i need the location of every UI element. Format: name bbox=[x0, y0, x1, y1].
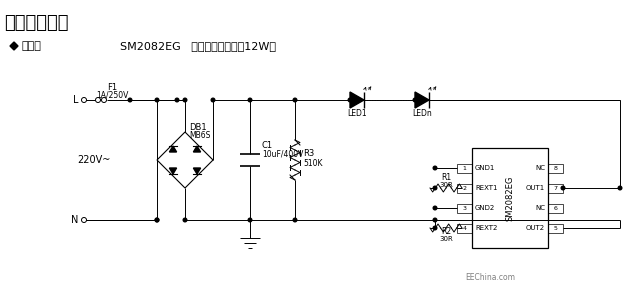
Circle shape bbox=[155, 218, 158, 222]
Polygon shape bbox=[169, 146, 177, 152]
Circle shape bbox=[248, 98, 252, 102]
Text: 7: 7 bbox=[553, 185, 557, 191]
Bar bbox=[457, 164, 472, 173]
Text: SM2082EG: SM2082EG bbox=[505, 175, 515, 221]
Circle shape bbox=[211, 98, 215, 102]
Text: OUT2: OUT2 bbox=[526, 225, 545, 231]
Bar bbox=[457, 184, 472, 193]
Text: REXT1: REXT1 bbox=[475, 185, 498, 191]
Circle shape bbox=[618, 186, 622, 190]
Circle shape bbox=[433, 206, 437, 210]
Text: 1A/250V: 1A/250V bbox=[96, 91, 128, 100]
Bar bbox=[548, 184, 563, 193]
Text: DB1: DB1 bbox=[189, 123, 207, 132]
Circle shape bbox=[433, 166, 437, 170]
Text: OUT1: OUT1 bbox=[526, 185, 545, 191]
Text: GND2: GND2 bbox=[475, 205, 495, 211]
Text: NC: NC bbox=[535, 165, 545, 171]
Circle shape bbox=[348, 98, 352, 102]
Text: LED1: LED1 bbox=[347, 109, 367, 118]
Text: R3: R3 bbox=[303, 150, 314, 159]
Circle shape bbox=[293, 218, 297, 222]
Text: NC: NC bbox=[535, 205, 545, 211]
Text: F1: F1 bbox=[107, 84, 117, 93]
Polygon shape bbox=[169, 168, 177, 174]
Polygon shape bbox=[350, 92, 364, 108]
Text: 5: 5 bbox=[553, 226, 557, 230]
Circle shape bbox=[433, 226, 437, 230]
Circle shape bbox=[128, 98, 132, 102]
Circle shape bbox=[561, 186, 565, 190]
Polygon shape bbox=[415, 92, 429, 108]
Text: L: L bbox=[72, 95, 78, 105]
Text: 8: 8 bbox=[553, 166, 557, 171]
Text: MB6S: MB6S bbox=[189, 132, 210, 141]
Text: 10uF/400V: 10uF/400V bbox=[262, 150, 304, 159]
Bar bbox=[548, 164, 563, 173]
Polygon shape bbox=[193, 146, 200, 152]
Circle shape bbox=[155, 218, 158, 222]
Bar bbox=[457, 203, 472, 212]
Text: 30R: 30R bbox=[439, 236, 453, 242]
Circle shape bbox=[183, 98, 187, 102]
Text: 2: 2 bbox=[462, 185, 467, 191]
Bar bbox=[457, 223, 472, 233]
Text: 典型应用方案: 典型应用方案 bbox=[4, 14, 68, 32]
Text: 方案一: 方案一 bbox=[22, 41, 42, 51]
Polygon shape bbox=[10, 42, 18, 50]
Circle shape bbox=[248, 218, 252, 222]
Text: N: N bbox=[70, 215, 78, 225]
Circle shape bbox=[155, 98, 158, 102]
Bar bbox=[548, 223, 563, 233]
Text: 1: 1 bbox=[463, 166, 467, 171]
Text: 510K: 510K bbox=[303, 159, 323, 168]
Text: 4: 4 bbox=[462, 226, 467, 230]
Circle shape bbox=[433, 186, 437, 190]
Text: R1: R1 bbox=[441, 173, 451, 182]
Circle shape bbox=[413, 98, 417, 102]
Text: 220V~: 220V~ bbox=[77, 155, 110, 165]
Circle shape bbox=[183, 218, 187, 222]
Text: SM2082EG   无频闪应用方案（12W）: SM2082EG 无频闪应用方案（12W） bbox=[120, 41, 276, 51]
Text: 3: 3 bbox=[462, 205, 467, 210]
Polygon shape bbox=[193, 168, 200, 174]
Bar bbox=[548, 203, 563, 212]
Text: R2: R2 bbox=[441, 228, 451, 237]
Text: EEChina.com: EEChina.com bbox=[465, 274, 515, 283]
Circle shape bbox=[293, 98, 297, 102]
Text: LEDn: LEDn bbox=[412, 109, 432, 118]
Text: C1: C1 bbox=[262, 141, 273, 150]
Text: GND1: GND1 bbox=[475, 165, 495, 171]
Circle shape bbox=[175, 98, 179, 102]
Text: REXT2: REXT2 bbox=[475, 225, 498, 231]
Circle shape bbox=[433, 218, 437, 222]
Text: 30R: 30R bbox=[439, 182, 453, 188]
Text: 6: 6 bbox=[553, 205, 557, 210]
Bar bbox=[472, 148, 548, 248]
